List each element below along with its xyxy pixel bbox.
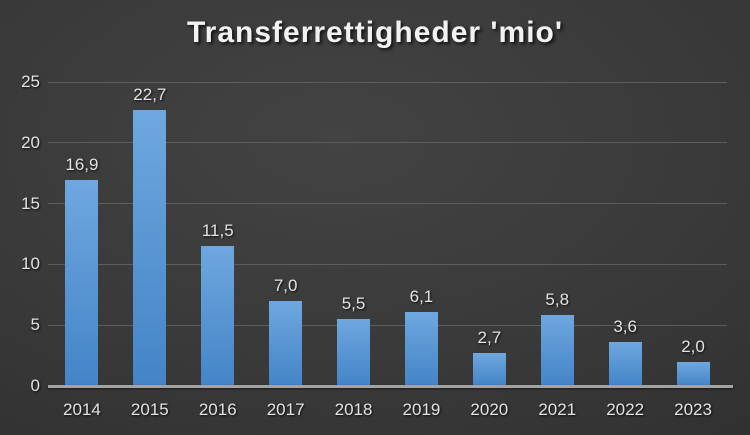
gridline	[48, 203, 727, 205]
y-tick-label: 25	[21, 72, 40, 91]
bar-2018	[337, 319, 371, 386]
y-tick-label: 20	[21, 132, 40, 152]
x-tick-label: 2014	[63, 400, 101, 419]
bar-value-label: 5,8	[545, 290, 570, 310]
x-tick-label: 2020	[470, 400, 509, 419]
gridline	[48, 263, 727, 265]
bar-value-label: 2,0	[681, 336, 705, 356]
bar-value-label: 11,5	[201, 221, 234, 241]
gridline	[48, 324, 727, 326]
y-tick-label: 0	[30, 376, 40, 395]
x-tick-label: 2021	[538, 400, 577, 419]
bar-value-label: 5,5	[341, 294, 366, 314]
y-tick-label: 15	[21, 193, 40, 213]
bar-value-label: 22,7	[133, 84, 167, 104]
bar-2016	[201, 246, 235, 386]
x-tick-label: 2016	[198, 400, 237, 419]
bar-value-label: 16,9	[65, 155, 99, 175]
x-tick-label: 2019	[402, 400, 441, 419]
bar-value-label: 6,1	[409, 286, 434, 306]
bar-value-label: 2,7	[477, 328, 502, 348]
y-tick-label: 10	[21, 254, 40, 274]
bar-2022	[608, 342, 642, 386]
x-tick-label: 2018	[334, 400, 373, 419]
bar-2023	[676, 361, 710, 386]
bar-2020	[472, 353, 506, 386]
chart-title: Transferrettigheder 'mio'	[186, 16, 564, 49]
bar-2014	[65, 180, 99, 386]
x-axis-line	[48, 385, 733, 388]
x-tick-label: 2023	[674, 400, 712, 419]
bar-2015	[133, 109, 167, 386]
bar-2021	[540, 315, 574, 386]
bar-value-label: 3,6	[613, 317, 637, 337]
gridline	[48, 81, 727, 83]
gridline	[48, 142, 727, 144]
x-tick-label: 2022	[606, 400, 645, 419]
y-tick-label: 5	[30, 315, 40, 335]
bar-value-label: 7,0	[273, 275, 298, 295]
x-tick-label: 2017	[266, 400, 305, 419]
bar-2019	[404, 311, 438, 386]
bar-2017	[269, 300, 303, 386]
x-tick-label: 2015	[130, 400, 169, 419]
